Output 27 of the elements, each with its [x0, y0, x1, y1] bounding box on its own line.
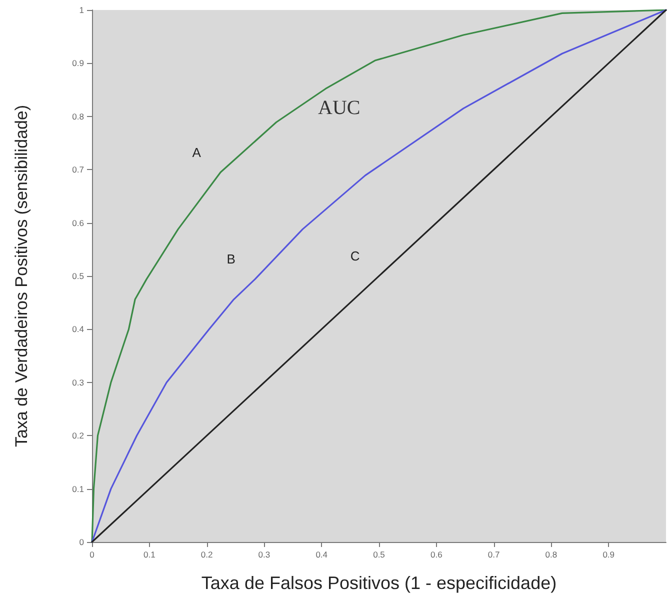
- y-axis-title: Taxa de Verdadeiros Positivos (sensibilidade): [12, 104, 31, 448]
- y-tick-label: 0.2: [72, 430, 84, 441]
- x-tick-label: 0.8: [545, 550, 558, 560]
- x-tick-label: 0.5: [373, 550, 386, 560]
- y-tick-label: 0.5: [72, 271, 84, 281]
- y-tick-label: 0.7: [72, 164, 84, 175]
- series-label: B: [226, 252, 236, 267]
- y-tick-label: 0.1: [72, 484, 84, 494]
- y-tick-label: 0.8: [72, 111, 84, 122]
- x-tick-label: 0.6: [430, 550, 443, 560]
- x-axis-title: Taxa de Falsos Positivos (1 - especificidade): [201, 573, 557, 593]
- series-label: A: [192, 144, 202, 160]
- x-tick-label: 0.1: [143, 550, 156, 560]
- annotation: AUC: [318, 97, 360, 119]
- y-tick-label: 0.6: [72, 218, 84, 228]
- y-tick-label: 0: [79, 537, 84, 547]
- y-tick-label: 1: [79, 5, 84, 15]
- y-tick-label: 0.3: [72, 377, 84, 388]
- x-tick-label: 0.7: [488, 550, 500, 560]
- x-tick-label: 0: [90, 550, 95, 560]
- x-tick-label: 0.9: [602, 550, 615, 560]
- x-tick-label: 0.4: [316, 550, 328, 560]
- y-tick-label: 0.4: [72, 324, 84, 334]
- series-label: C: [350, 248, 360, 264]
- x-tick-label: 0.3: [258, 550, 270, 560]
- x-tick-label: 0.2: [200, 550, 213, 560]
- y-tick-label: 0.9: [72, 58, 84, 68]
